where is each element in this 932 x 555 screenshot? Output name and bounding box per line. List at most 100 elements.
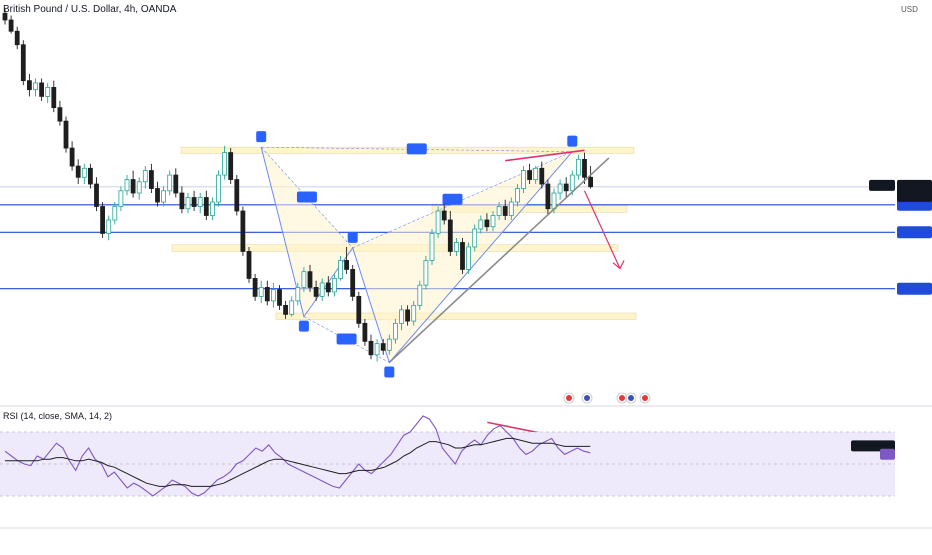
economic-event-flag-dot — [628, 395, 634, 401]
rsi-title: RSI (14, close, SMA, 14, 2) — [3, 411, 112, 421]
rsi-ma-line — [5, 437, 591, 487]
pattern-point-badge — [567, 135, 578, 147]
candle-body — [356, 295, 362, 324]
candle-body — [545, 183, 551, 210]
candle-body — [167, 174, 173, 192]
candle-body — [502, 206, 508, 216]
candle-body — [435, 210, 441, 234]
candle-body — [270, 289, 276, 302]
pattern-point-badge — [298, 320, 309, 332]
candle-body — [331, 278, 337, 293]
candle-body — [136, 181, 142, 194]
candle-body — [527, 170, 532, 180]
candle-body — [576, 158, 581, 176]
candle-body — [161, 190, 167, 203]
candle-body — [20, 44, 26, 82]
candle-body — [228, 152, 234, 180]
candle-body — [51, 87, 57, 109]
candle-body — [88, 167, 93, 185]
candle-body — [258, 286, 264, 297]
candle-body — [26, 80, 32, 91]
candle-body — [423, 260, 429, 286]
candle-body — [569, 174, 575, 192]
economic-event-flag-dot — [619, 395, 625, 401]
candle-body — [386, 338, 392, 351]
candle-body — [441, 210, 447, 221]
chart-title: British Pound / U.S. Dollar, 4h, OANDA — [3, 4, 177, 15]
candle-body — [118, 190, 124, 207]
candle-body — [252, 278, 258, 297]
candle-body — [515, 188, 520, 203]
candle-body — [69, 147, 75, 167]
candle-body — [551, 192, 557, 210]
level-price-badge — [897, 282, 932, 295]
candle-body — [57, 107, 63, 122]
candle-body — [429, 233, 435, 261]
candle-body — [484, 219, 490, 228]
candle-body — [246, 251, 252, 279]
supply-demand-zone — [431, 205, 628, 213]
candle-body — [582, 158, 587, 178]
candle-body — [313, 286, 319, 297]
level-price-badge — [897, 226, 932, 239]
candle-body — [240, 210, 246, 252]
currency-label: USD — [901, 5, 918, 14]
economic-event-flag-dot — [566, 395, 572, 401]
economic-event-flag-dot — [584, 395, 590, 401]
rsi-badge — [880, 448, 895, 460]
candle-body — [45, 87, 51, 97]
candle-body — [380, 343, 386, 351]
candle-body — [173, 174, 179, 194]
rsi-line — [4, 415, 591, 497]
rsi-ma-badge — [851, 440, 895, 452]
candle-body — [563, 183, 569, 192]
candle-body — [106, 219, 112, 234]
candle-body — [521, 170, 526, 189]
candle-body — [301, 271, 307, 288]
candle-body — [94, 183, 99, 207]
candle-body — [350, 269, 356, 297]
candle-body — [39, 82, 44, 97]
candle-body — [325, 282, 331, 293]
pattern-ratio-badge — [336, 333, 357, 345]
candle-body — [368, 340, 374, 356]
projection-arrow-line — [583, 190, 621, 269]
candle-body — [222, 152, 228, 176]
projection-arrow-head — [612, 260, 625, 270]
candle-body — [209, 201, 215, 216]
candle-body — [14, 30, 20, 46]
candle-body — [185, 197, 191, 210]
pattern-ratio-badge — [442, 193, 463, 205]
candle-body — [295, 286, 301, 302]
candle-body — [283, 304, 289, 315]
candle-body — [453, 242, 459, 252]
price-divergence-line — [505, 149, 585, 162]
candle-body — [63, 120, 69, 149]
candle-body — [399, 309, 404, 324]
candle-body — [234, 179, 240, 212]
candle-body — [362, 322, 368, 342]
candle-body — [344, 260, 350, 270]
candle-body — [539, 167, 545, 185]
pattern-triangle-xab — [261, 147, 353, 317]
pattern-ratio-line — [260, 146, 353, 249]
pattern-ratio-badge — [406, 143, 427, 155]
candle-body — [466, 246, 472, 270]
candle-body — [460, 242, 465, 270]
pattern-point-badge — [347, 231, 358, 243]
candle-body — [148, 170, 154, 189]
candle-body — [2, 12, 8, 21]
candle-body — [142, 170, 148, 183]
candle-body — [191, 197, 197, 207]
candle-body — [75, 165, 81, 178]
candle-body — [8, 19, 14, 32]
candle-body — [216, 174, 221, 203]
candle-body — [490, 215, 496, 228]
candle-body — [472, 228, 478, 248]
pattern-point-badge — [256, 131, 267, 143]
candle-body — [197, 197, 203, 207]
candle-body — [179, 192, 185, 210]
candle-body — [508, 201, 514, 216]
candle-body — [338, 260, 343, 279]
